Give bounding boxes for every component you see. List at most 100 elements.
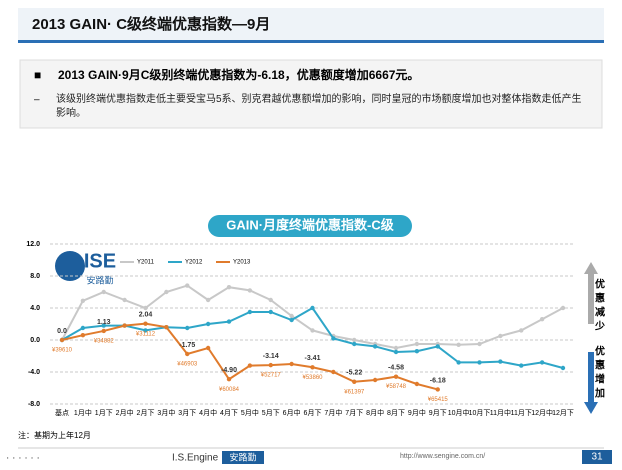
bullet-text: 该级别终端优惠指数走低主要受宝马5系、别克君越优惠额增加的影响，同时皇冠的市场额…: [56, 94, 582, 119]
y-tick-label: 0.0: [30, 337, 40, 344]
x-tick-label: 9月中: [408, 408, 426, 417]
point: [247, 363, 253, 368]
point: [498, 359, 503, 364]
y-tick-label: 4.0: [30, 305, 40, 312]
price-label: ¥58748: [386, 384, 407, 390]
logo-text: ISE: [84, 250, 116, 272]
x-tick-label: 5月下: [262, 409, 280, 417]
x-tick-label: 1月中: [74, 408, 92, 417]
price-label: ¥39610: [52, 348, 73, 354]
y-tick-label: 8.0: [30, 273, 40, 280]
point: [122, 297, 127, 303]
point: [310, 305, 315, 311]
price-label: ¥61397: [344, 389, 365, 395]
point: [101, 323, 106, 328]
y-tick-label: 12.0: [26, 241, 40, 248]
point: [539, 360, 545, 365]
footer-dots: · · · · · ·: [6, 453, 40, 464]
x-tick-label: 10月下: [469, 409, 491, 417]
point: [205, 321, 211, 327]
price-label: ¥60084: [219, 387, 240, 393]
x-tick-label: 5月中: [241, 408, 259, 417]
point: [80, 298, 86, 303]
point: [456, 360, 461, 365]
x-tick-label: 8月下: [387, 409, 405, 417]
header-rule: [18, 40, 604, 43]
legend-label: Y2013: [233, 260, 251, 266]
logo-globe: [55, 251, 85, 281]
point: [185, 325, 190, 331]
value-label: -4.58: [388, 364, 404, 371]
point: [226, 377, 232, 382]
down-arrow: [584, 402, 598, 414]
bullet-box: [19, 59, 603, 129]
price-label: ¥52717: [261, 373, 282, 379]
x-tick-label: 11月下: [511, 409, 532, 417]
x-tick-label: 2月下: [137, 409, 155, 417]
point: [226, 285, 232, 290]
side-label-char: 减: [595, 306, 605, 319]
point: [205, 297, 211, 303]
point: [519, 328, 524, 333]
price-label: ¥31112: [136, 331, 156, 337]
x-tick-label: 6月下: [304, 409, 322, 417]
footer-url: http://www.sengine.com.cn/: [400, 453, 485, 460]
page-badge: [582, 450, 612, 464]
chart-title-pill: [208, 215, 412, 237]
value-label: 0.0: [57, 328, 67, 335]
side-label-char: 优: [595, 345, 605, 358]
point: [560, 305, 566, 311]
x-tick-label: 8月中: [366, 408, 384, 417]
x-tick-label: 7月中: [324, 408, 342, 417]
footer-badge: [222, 451, 264, 464]
price-label: ¥65415: [428, 397, 449, 403]
x-tick-label: 12月中: [531, 408, 553, 417]
side-label-char: 增: [595, 373, 605, 386]
page-number: 31: [591, 452, 603, 463]
price-label: ¥34882: [94, 339, 115, 345]
bullet-wrap: 该级别终端优惠指数走低主要受宝马5系、别克君越优惠额增加的影响，同时皇冠的市场额…: [56, 94, 582, 119]
point: [143, 321, 148, 326]
point: [414, 341, 420, 347]
side-label-char: 惠: [595, 292, 605, 305]
point: [164, 325, 169, 330]
point: [539, 317, 545, 322]
x-tick-label: 2月中: [116, 408, 134, 417]
value-label: 2.04: [139, 312, 153, 319]
point: [435, 344, 440, 349]
point: [372, 377, 378, 383]
point: [435, 387, 440, 392]
value-label: -4.90: [221, 367, 237, 374]
point: [310, 328, 315, 333]
price-label: ¥46903: [177, 362, 198, 368]
point: [352, 337, 357, 343]
value-label: -1.75: [179, 342, 195, 349]
point: [477, 341, 482, 347]
y-tick-label: -8.0: [28, 401, 40, 408]
logo-sub: 安路勤: [86, 274, 113, 285]
point: [143, 328, 148, 333]
point: [498, 333, 503, 339]
point: [101, 289, 106, 295]
up-arrow: [584, 262, 598, 274]
point: [80, 325, 86, 331]
value-label: -3.41: [305, 355, 321, 362]
point: [247, 288, 253, 293]
point: [80, 333, 86, 338]
x-tick-label: 基点: [55, 408, 69, 417]
x-tick-label: 11月中: [490, 408, 511, 417]
point: [205, 345, 211, 351]
point: [414, 349, 420, 354]
point: [185, 351, 190, 357]
value-label: -3.14: [263, 353, 279, 360]
x-tick-label: 4月下: [220, 409, 238, 417]
point: [477, 360, 482, 365]
point: [289, 361, 294, 367]
point: [393, 349, 399, 355]
y-tick-label: -4.0: [28, 369, 40, 376]
footer-brand-cn: 安路勤: [229, 451, 256, 462]
point: [289, 317, 294, 323]
x-tick-label: 10月中: [448, 408, 470, 417]
point: [59, 337, 65, 343]
